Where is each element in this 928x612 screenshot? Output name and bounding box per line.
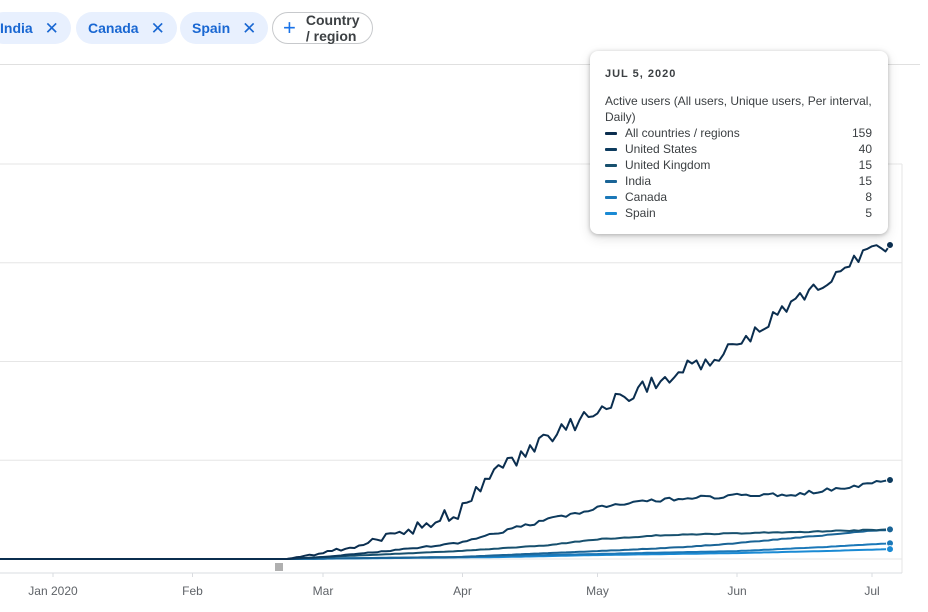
legend-swatch [605,131,617,135]
tooltip-row: Spain 5 [605,205,872,221]
x-tick-label: Jan 2020 [28,584,78,598]
tooltip-row-label: United Kingdom [625,158,711,172]
x-tick-label: May [586,584,609,598]
filter-chip-spain[interactable]: Spain ✕ [180,12,269,44]
tooltip-row: Canada 8 [605,189,872,205]
legend-swatch [605,211,617,215]
tooltip-row: India 15 [605,173,872,189]
filter-chip-label: Spain [192,20,231,36]
plus-icon: + [283,15,296,40]
add-country-region-button[interactable]: + Country / region [272,12,373,44]
x-axis-ticks: Jan 2020 Feb Mar Apr May Jun Jul [28,573,880,598]
tooltip-rows: All countries / regions 159 United States 4… [605,125,872,221]
tooltip-row-label: United States [625,142,698,156]
x-tick-label: Mar [313,584,334,598]
tooltip-row-value: 8 [865,190,872,204]
chart-tooltip: JUL 5, 2020 Active users (All users, Uni… [590,51,888,234]
tooltip-date: JUL 5, 2020 [605,68,677,80]
annotation-marker[interactable] [275,563,283,571]
tooltip-row-label: Spain [625,206,656,220]
close-icon[interactable]: ✕ [242,18,257,38]
filter-chip-canada[interactable]: Canada ✕ [76,12,177,44]
tooltip-row: All countries / regions 159 [605,125,872,141]
series-endpoint [886,476,894,484]
tooltip-row-value: 15 [858,158,872,172]
tooltip-row-value: 5 [865,206,872,220]
filter-chip-india[interactable]: India ✕ [0,12,71,44]
divider [0,64,920,65]
close-icon[interactable]: ✕ [150,18,165,38]
x-tick-label: Jun [727,584,746,598]
tooltip-row-value: 159 [851,126,872,140]
tooltip-row: United States 40 [605,141,872,157]
series-endpoint [886,525,894,534]
add-filter-label: Country / region [305,12,360,44]
tooltip-row-label: India [625,174,652,188]
legend-swatch [605,179,617,183]
legend-swatch [605,147,617,151]
series-line [0,244,891,560]
series-endpoint [886,240,894,249]
filter-chip-label: Canada [88,20,139,36]
x-tick-label: Jul [864,584,879,598]
tooltip-row-label: All countries / regions [625,126,740,140]
tooltip-metric: Active users (All users, Unique users, P… [605,94,872,124]
x-tick-label: Apr [453,584,472,598]
series-endpoint [886,545,894,554]
x-tick-label: Feb [182,584,203,598]
filter-chip-label: India [0,20,33,36]
tooltip-row-value: 40 [858,142,872,156]
tooltip-row-label: Canada [625,190,668,204]
series-line [0,479,891,560]
series-lines [0,240,894,560]
tooltip-row-value: 15 [858,174,872,188]
legend-swatch [605,195,617,199]
tooltip-row: United Kingdom 15 [605,157,872,173]
close-icon[interactable]: ✕ [44,18,59,38]
legend-swatch [605,163,617,167]
